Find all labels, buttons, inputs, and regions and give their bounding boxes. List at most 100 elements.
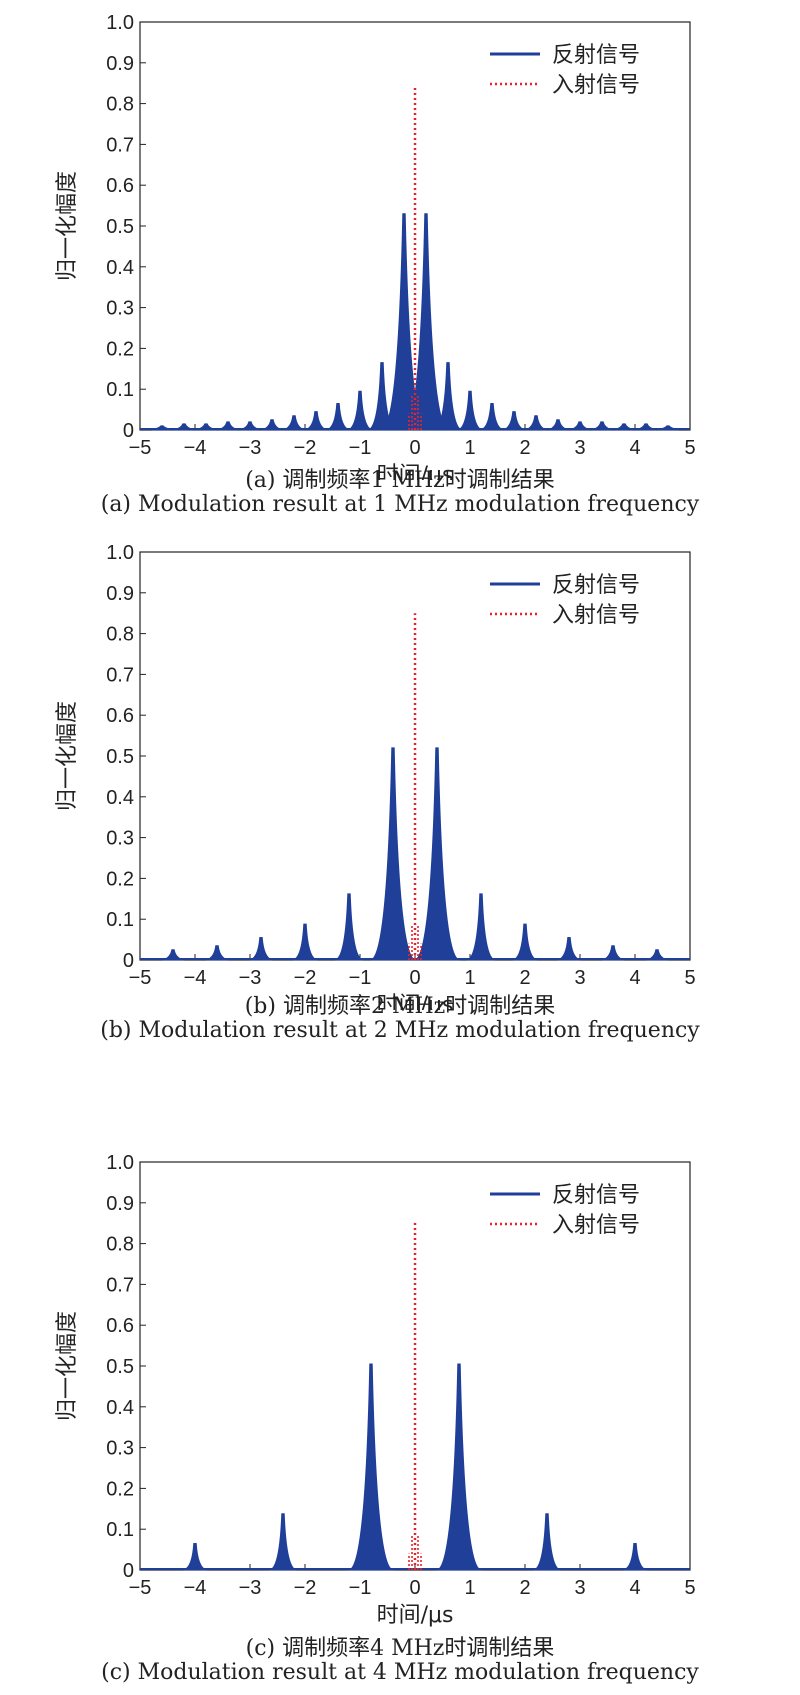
reflected-peak: [414, 747, 460, 961]
y-tick-label: 1.0: [106, 542, 134, 564]
reflected-peak: [370, 747, 416, 961]
chart-a: 0 0.1 0.2 0.3 0.4 0.5 0.6 0.7 0.8 0.9 1.0 −5 −4 −3 −2 −…: [55, 12, 696, 480]
reflected-peak: [269, 1513, 297, 1571]
y-tick-label: 0.7: [106, 1274, 134, 1296]
y-axis-label: 归一化幅度: [55, 171, 80, 281]
y-tick-label: 0.4: [106, 787, 134, 809]
reflected-peak: [466, 893, 496, 961]
x-axis-label: 时间/μs: [377, 463, 454, 480]
y-tick-label: 0.5: [106, 746, 134, 768]
legend-incident-label: 入射信号: [552, 73, 640, 98]
x-axis-label: 时间/μs: [377, 1603, 454, 1628]
y-tick-label: 0.3: [106, 1438, 134, 1460]
y-tick-label: 0.1: [106, 1519, 134, 1541]
y-tick-label: 0.8: [106, 94, 134, 116]
caption-cn-a: (a) 调制频率1 MHz时调制结果: [245, 468, 555, 493]
reflected-peak: [436, 1363, 482, 1571]
y-tick-label: 0.9: [106, 583, 134, 605]
y-tick-label: 0.2: [106, 868, 134, 890]
caption-en-b: (b) Modulation result at 2 MHz modulatio…: [100, 1018, 700, 1043]
series-incident: [408, 1221, 422, 1570]
y-tick-label: 0: [123, 1560, 134, 1582]
y-tick-label: 0.4: [106, 1397, 134, 1419]
x-tick-label: 3: [574, 437, 585, 459]
x-tick-label: 5: [684, 437, 695, 459]
x-tick-label: 1: [464, 1577, 475, 1599]
x-tick-label: −1: [349, 437, 372, 459]
x-tick-label: 4: [629, 1577, 640, 1599]
reflected-peak: [403, 213, 449, 431]
reflected-peak: [457, 390, 483, 431]
reflected-peak: [183, 1542, 207, 1571]
reflected-peak: [334, 893, 364, 961]
y-axis-label: 归一化幅度: [55, 701, 80, 811]
x-tick-label: −3: [239, 967, 262, 989]
reflected-peak: [249, 937, 273, 961]
x-tick-label: −4: [184, 967, 207, 989]
reflected-peak: [326, 402, 350, 431]
y-tick-label: 0.8: [106, 1234, 134, 1256]
reflected-peak: [304, 411, 328, 431]
reflected-peak: [433, 362, 463, 431]
x-tick-label: 1: [464, 437, 475, 459]
reflected-peak: [502, 411, 526, 431]
y-tick-label: 0.1: [106, 909, 134, 931]
y-tick-label: 0.5: [106, 216, 134, 238]
y-tick-label: 0.9: [106, 1193, 134, 1215]
y-tick-label: 0.2: [106, 1478, 134, 1500]
x-tick-label: 0: [409, 437, 420, 459]
y-axis-label: 归一化幅度: [55, 1311, 80, 1421]
x-tick-label: 2: [519, 1577, 530, 1599]
x-axis-label: 时间/μs: [377, 993, 454, 1010]
reflected-peak: [348, 1363, 394, 1571]
x-tick-label: −3: [239, 1577, 262, 1599]
reflected-peak: [512, 923, 538, 961]
reflected-peak: [602, 945, 624, 961]
x-tick-label: 2: [519, 967, 530, 989]
y-tick-label: 0.4: [106, 257, 134, 279]
x-tick-label: −1: [349, 967, 372, 989]
legend-incident-label: 入射信号: [552, 1213, 640, 1238]
reflected-peak: [533, 1513, 561, 1571]
reflected-peak: [525, 415, 547, 431]
chart-panel-c: 0 0.1 0.2 0.3 0.4 0.5 0.6 0.7 0.8 0.9 1.0 −5 −4 −3 −2 −…: [0, 1052, 800, 1628]
x-tick-label: 3: [574, 967, 585, 989]
legend-reflected-label: 反射信号: [552, 573, 640, 598]
caption-cn-b: (b) 调制频率2 MHz时调制结果: [244, 994, 556, 1019]
x-tick-label: −4: [184, 1577, 207, 1599]
chart-c: 0 0.1 0.2 0.3 0.4 0.5 0.6 0.7 0.8 0.9 1.0 −5 −4 −3 −2 −…: [55, 1152, 696, 1628]
series-reflected: [140, 213, 690, 431]
y-tick-label: 0: [123, 950, 134, 972]
y-tick-label: 0.6: [106, 175, 134, 197]
x-tick-label: −2: [294, 437, 317, 459]
reflected-peak: [557, 937, 581, 961]
legend-incident-label: 入射信号: [552, 603, 640, 628]
caption-en-a: (a) Modulation result at 1 MHz modulatio…: [100, 492, 700, 517]
x-tick-label: −1: [349, 1577, 372, 1599]
x-tick-label: −5: [129, 437, 152, 459]
series-incident: [408, 613, 422, 960]
reflected-peak: [480, 402, 504, 431]
x-tick-label: 3: [574, 1577, 585, 1599]
x-tick-label: 4: [629, 967, 640, 989]
y-tick-label: 0.5: [106, 1356, 134, 1378]
x-tick-label: −2: [294, 1577, 317, 1599]
y-tick-label: 0.1: [106, 379, 134, 401]
reflected-peak: [347, 390, 373, 431]
y-tick-label: 0.6: [106, 705, 134, 727]
x-tick-label: 5: [684, 967, 695, 989]
x-tick-label: 5: [684, 1577, 695, 1599]
reflected-peak: [206, 945, 228, 961]
chart-panel-a: 0 0.1 0.2 0.3 0.4 0.5 0.6 0.7 0.8 0.9 1.0 −5 −4 −3 −2 −…: [0, 0, 800, 560]
y-tick-label: 0.6: [106, 1315, 134, 1337]
y-tick-label: 0.3: [106, 828, 134, 850]
x-tick-label: −5: [129, 967, 152, 989]
reflected-peak: [292, 923, 318, 961]
chart-panel-b: 0 0.1 0.2 0.3 0.4 0.5 0.6 0.7 0.8 0.9 1.0 −5 −4 −3 −2 −…: [0, 530, 800, 1090]
caption-en-c: (c) Modulation result at 4 MHz modulatio…: [101, 1660, 699, 1685]
y-tick-label: 1.0: [106, 12, 134, 34]
y-tick-label: 1.0: [106, 1152, 134, 1174]
x-tick-label: −2: [294, 967, 317, 989]
legend-reflected-label: 反射信号: [552, 1183, 640, 1208]
reflected-peak: [623, 1542, 647, 1571]
